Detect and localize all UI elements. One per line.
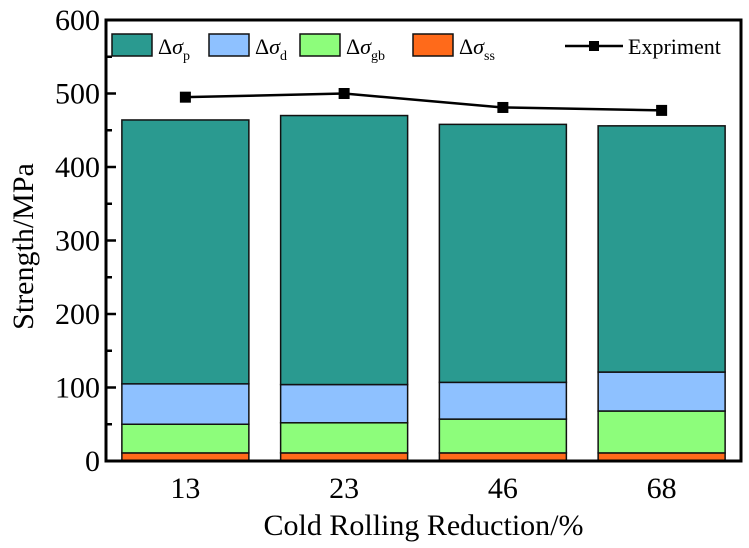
legend-label-ss: Δσss <box>459 34 495 64</box>
bar-segment-gb-13 <box>121 423 250 454</box>
legend-swatch-d <box>208 33 250 57</box>
x-tick-label: 23 <box>329 472 359 505</box>
legend-label-d: Δσd <box>255 34 287 64</box>
y-tick-label: 400 <box>55 151 100 184</box>
legend-swatch-p <box>111 33 153 57</box>
bar-segment-p-46 <box>438 123 568 384</box>
experiment-marker-23 <box>338 88 350 99</box>
experiment-marker-13 <box>179 91 191 103</box>
legend-swatch-gb <box>299 33 341 57</box>
y-tick-label: 600 <box>55 4 100 37</box>
experiment-line-group <box>179 88 668 116</box>
bar-segment-d-68 <box>597 371 726 412</box>
y-tick-label: 300 <box>55 225 100 258</box>
x-axis-title: Cold Rolling Reduction/% <box>264 509 584 542</box>
bar-segment-gb-23 <box>279 422 409 454</box>
legend-marker-square <box>589 41 599 51</box>
y-axis-title: Strength/MPa <box>7 163 40 330</box>
bar-segment-d-23 <box>279 383 409 424</box>
experiment-marker-46 <box>497 101 509 113</box>
bar-segment-d-46 <box>438 381 568 420</box>
legend-label-experiment: Expriment <box>628 34 721 59</box>
bar-segment-p-23 <box>279 114 409 386</box>
bar-segment-p-68 <box>597 125 726 373</box>
experiment-marker-68 <box>656 104 668 116</box>
y-tick-label: 0 <box>85 445 100 478</box>
legend-label-gb: Δσgb <box>346 34 385 64</box>
bar-segment-gb-68 <box>597 410 726 454</box>
y-tick-label: 200 <box>55 298 100 331</box>
experiment-line <box>185 92 662 112</box>
x-tick-label: 46 <box>488 472 518 505</box>
y-tick-label: 500 <box>55 78 100 111</box>
x-axis: 13 23 46 68 <box>170 472 676 505</box>
y-tick-label: 100 <box>55 372 100 405</box>
bar-segment-p-13 <box>121 119 250 385</box>
bar-segment-d-13 <box>121 383 250 426</box>
bar-segment-gb-46 <box>438 418 568 454</box>
legend-swatch-ss <box>412 33 454 57</box>
legend-label-p: Δσp <box>158 34 190 64</box>
legend: Δσp Δσd Δσgb Δσss Expriment <box>111 33 721 64</box>
bars-group <box>121 114 726 462</box>
x-tick-label: 13 <box>170 472 200 505</box>
x-tick-label: 68 <box>647 472 677 505</box>
y-axis: 0 100 200 300 400 500 600 <box>55 4 116 478</box>
